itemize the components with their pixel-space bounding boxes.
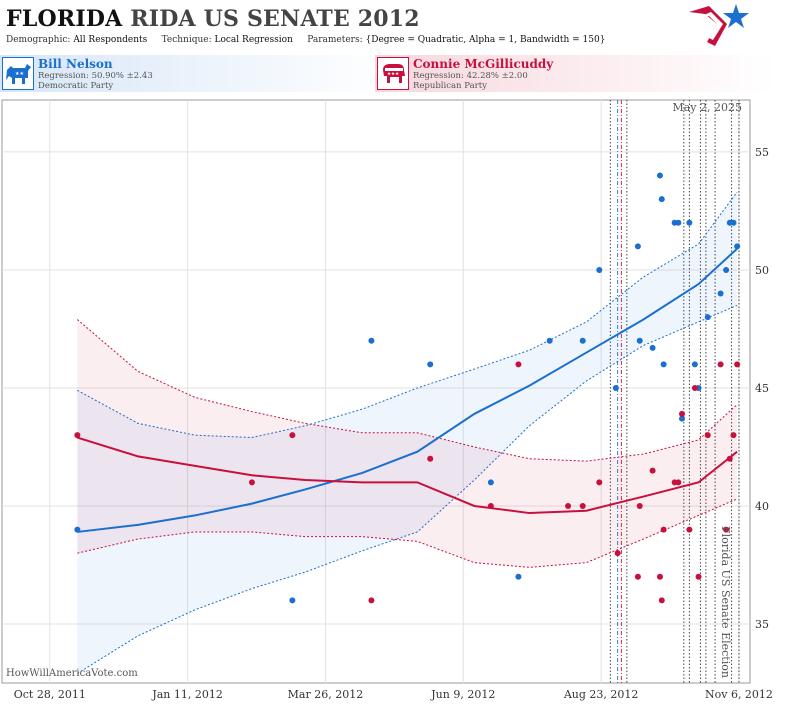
candidate-party: Democratic Party xyxy=(38,81,114,91)
poll-data-point xyxy=(636,337,643,344)
x-tick-label: Mar 26, 2012 xyxy=(288,688,364,701)
poll-data-point xyxy=(734,243,741,250)
poll-data-point xyxy=(634,243,641,250)
candidate-regression: Regression: 42.28% ±2.00 xyxy=(413,71,528,81)
svg-text:★★: ★★ xyxy=(15,71,24,77)
poll-data-point xyxy=(546,337,553,344)
poll-data-point xyxy=(248,479,255,486)
x-tick-label: Oct 28, 2011 xyxy=(14,688,86,701)
y-tick-label: 50 xyxy=(755,264,769,277)
candidate-card-republican: ★★★ Connie McGillicuddy Regression: 42.2… xyxy=(375,55,775,92)
poll-data-point xyxy=(730,219,737,226)
poll-data-point xyxy=(723,266,730,273)
demographic-label: Demographic: xyxy=(6,35,71,45)
poll-data-point xyxy=(686,526,693,533)
poll-data-point xyxy=(596,266,603,273)
poll-data-point xyxy=(656,172,663,179)
poll-data-point xyxy=(636,502,643,509)
poll-data-point xyxy=(675,479,682,486)
confidence-lower-line xyxy=(77,304,738,674)
poll-data-point xyxy=(579,337,586,344)
poll-data-point xyxy=(726,455,733,462)
poll-data-point xyxy=(679,410,685,417)
poll-data-point xyxy=(74,432,81,439)
x-tick-label: Jun 9, 2012 xyxy=(430,688,495,701)
plot-frame xyxy=(1,99,751,684)
parameters-label: Parameters: xyxy=(307,35,363,45)
poll-chart: Oct 28, 2011 Jan 11, 2012 Mar 26, 2012 Jun … xyxy=(1,99,773,701)
confidence-lower-line xyxy=(77,498,738,568)
poll-data-point xyxy=(515,573,522,580)
poll-data-point xyxy=(612,384,619,391)
candidate-regression: Regression: 50.90% ±2.43 xyxy=(38,71,153,81)
poll-data-point xyxy=(289,597,296,604)
confidence-upper-line xyxy=(77,191,738,439)
poll-data-point xyxy=(660,526,667,533)
poll-data-point xyxy=(368,337,375,344)
site-logo-icon xyxy=(689,4,749,46)
poll-data-point xyxy=(704,314,711,321)
poll-data-point xyxy=(658,597,665,604)
poll-data-point xyxy=(730,432,737,439)
poll-data-point xyxy=(487,479,494,486)
poll-data-point xyxy=(427,455,434,462)
poll-data-point xyxy=(515,361,522,368)
parameters-line: Demographic: All Respondents Technique: … xyxy=(6,35,605,45)
poll-data-point xyxy=(660,361,667,368)
x-tick-label: Nov 6, 2012 xyxy=(705,688,773,701)
candidate-card-democrat: ★★ Bill Nelson Regression: 50.90% ±2.43 … xyxy=(0,55,390,92)
confidence-band xyxy=(77,192,738,674)
title-race: RIDA US SENATE 2012 xyxy=(130,6,420,32)
poll-data-point xyxy=(289,432,296,439)
poll-data-point xyxy=(691,384,698,391)
y-tick-label: 35 xyxy=(755,618,769,631)
current-date-label: May 2, 2025 xyxy=(672,101,742,114)
election-event-label: Florida US Senate Election xyxy=(719,526,732,678)
poll-data-point xyxy=(634,573,641,580)
y-tick-label: 55 xyxy=(755,146,769,159)
poll-data-point xyxy=(427,361,434,368)
candidate-name: Bill Nelson xyxy=(38,57,113,71)
technique-value: Local Regression xyxy=(214,35,293,45)
poll-data-point xyxy=(649,467,656,474)
poll-data-point xyxy=(695,573,702,580)
poll-data-point xyxy=(717,290,724,297)
x-tick-label: Jan 11, 2012 xyxy=(151,688,223,701)
poll-data-point xyxy=(679,415,685,422)
demographic-value: All Respondents xyxy=(73,35,148,45)
y-tick-label: 45 xyxy=(755,382,769,395)
svg-text:★★★: ★★★ xyxy=(387,71,399,77)
poll-data-point xyxy=(734,361,741,368)
poll-data-point xyxy=(565,502,572,509)
poll-data-point xyxy=(723,526,730,533)
regression-line xyxy=(77,436,738,515)
x-tick-label: Aug 23, 2012 xyxy=(563,688,639,701)
candidate-name: Connie McGillicuddy xyxy=(413,57,554,71)
poll-data-point xyxy=(691,361,698,368)
poll-data-point xyxy=(596,479,603,486)
poll-data-point xyxy=(614,550,621,557)
poll-data-point xyxy=(368,597,375,604)
y-tick-label: 40 xyxy=(755,500,769,513)
poll-data-point xyxy=(579,502,586,509)
page-title: FLORIDA RIDA US SENATE 2012 xyxy=(6,6,420,32)
poll-data-point xyxy=(717,361,724,368)
title-state: FLORIDA xyxy=(6,6,123,32)
technique-label: Technique: xyxy=(161,35,212,45)
site-watermark: HowWillAmericaVote.com xyxy=(6,668,138,679)
poll-data-point xyxy=(675,219,682,226)
confidence-upper-line xyxy=(77,319,738,462)
regression-line xyxy=(77,247,738,533)
poll-data-point xyxy=(656,573,663,580)
poll-data-point xyxy=(704,432,711,439)
candidate-party: Republican Party xyxy=(413,81,487,91)
poll-data-point xyxy=(487,502,494,509)
poll-data-point xyxy=(658,196,665,203)
poll-data-point xyxy=(74,526,81,533)
parameters-value: {Degree = Quadratic, Alpha = 1, Bandwidt… xyxy=(365,35,606,45)
poll-data-point xyxy=(649,344,656,351)
donkey-icon: ★★ xyxy=(2,57,34,90)
poll-data-point xyxy=(686,219,693,226)
elephant-icon: ★★★ xyxy=(377,57,409,90)
